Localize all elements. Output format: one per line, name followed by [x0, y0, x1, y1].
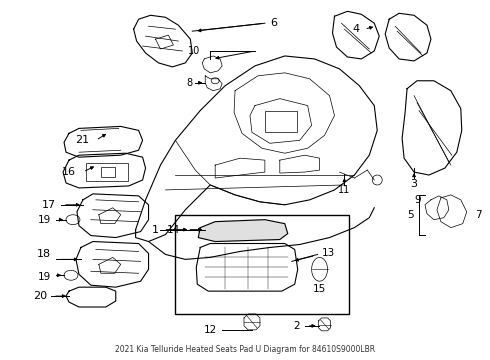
Text: 21: 21 — [75, 135, 89, 145]
Bar — [175, 215, 349, 314]
Text: 19: 19 — [38, 215, 51, 225]
Bar — [101, 167, 115, 177]
Text: 5: 5 — [407, 210, 414, 220]
Text: 11: 11 — [338, 185, 350, 195]
Text: 17: 17 — [42, 200, 56, 210]
Text: 4: 4 — [352, 24, 359, 34]
Text: 7: 7 — [475, 210, 481, 220]
Text: 18: 18 — [37, 249, 51, 260]
Text: 19: 19 — [38, 272, 51, 282]
Polygon shape — [198, 220, 288, 242]
Bar — [86, 163, 128, 181]
Text: 9: 9 — [415, 195, 421, 205]
Text: 8: 8 — [186, 78, 192, 88]
Text: 14: 14 — [167, 225, 180, 235]
Text: 13: 13 — [321, 248, 335, 258]
Text: 2: 2 — [293, 321, 300, 331]
Text: 3: 3 — [411, 179, 417, 189]
Text: 16: 16 — [62, 167, 76, 177]
Bar — [265, 111, 297, 132]
Text: 20: 20 — [33, 291, 47, 301]
Text: 12: 12 — [204, 325, 217, 335]
Text: 10: 10 — [188, 46, 200, 56]
Text: 15: 15 — [313, 284, 326, 294]
Text: 2021 Kia Telluride Heated Seats Pad U Diagram for 84610S9000LBR: 2021 Kia Telluride Heated Seats Pad U Di… — [115, 345, 375, 354]
Text: 1: 1 — [152, 225, 159, 235]
Text: 6: 6 — [270, 18, 277, 28]
